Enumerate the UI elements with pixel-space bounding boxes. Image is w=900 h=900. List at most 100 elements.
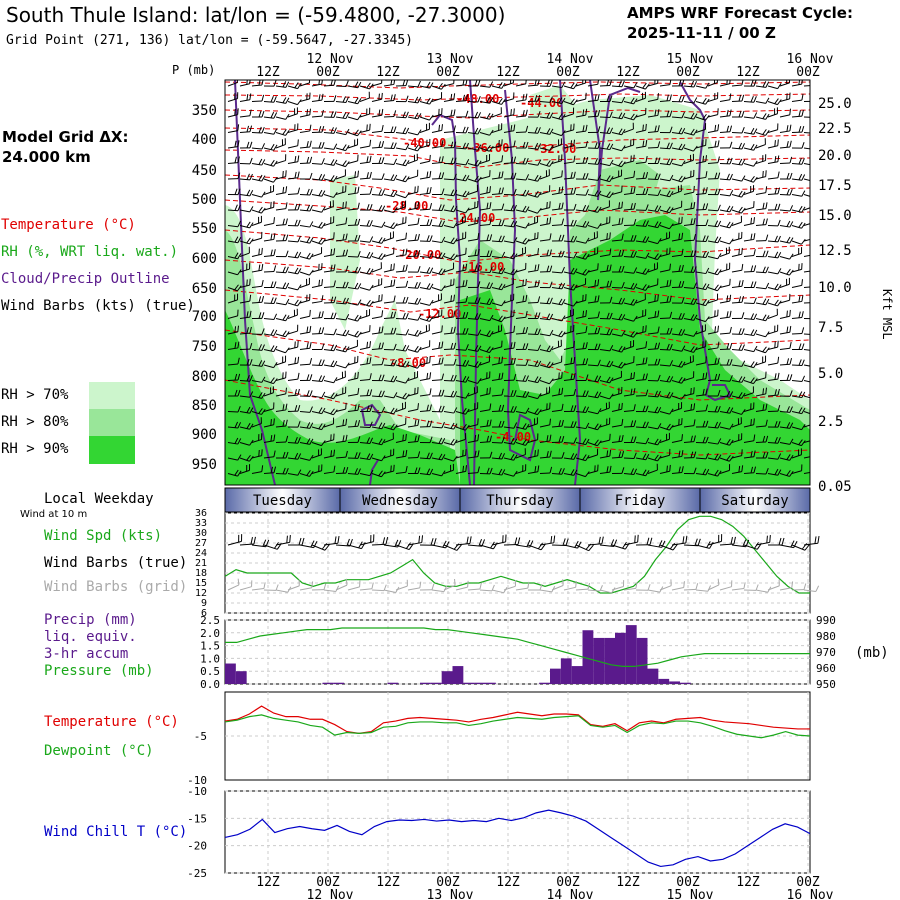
wind-barb xyxy=(383,80,396,87)
wind-barb-shaft xyxy=(275,101,286,104)
precip-legend-1: Precip (mm) xyxy=(44,612,137,628)
wind-barb-flag xyxy=(417,298,422,305)
wind-barb xyxy=(407,233,420,242)
wind-barb-shaft xyxy=(275,192,286,195)
wind-barb xyxy=(299,470,314,477)
wind-barb-shaft xyxy=(419,116,430,121)
wind-barb-flag xyxy=(369,83,374,90)
wind-barb-shaft xyxy=(371,473,382,478)
wind-barb-flag xyxy=(429,420,433,427)
wind-barb-flag xyxy=(405,248,408,256)
wind-barb-flag xyxy=(285,347,290,354)
wind-barb-shaft xyxy=(299,411,311,413)
wind-barb-flag xyxy=(285,113,290,120)
wind-barb-flag xyxy=(261,159,266,166)
wind-barb-shaft xyxy=(407,333,418,337)
wind-barb-flag xyxy=(237,389,241,397)
wind-barb xyxy=(407,281,421,289)
wind-barb-flag xyxy=(405,216,407,223)
wind-barb-shaft xyxy=(575,363,587,366)
wind-barb-shaft xyxy=(359,177,371,180)
wind-barb-shaft xyxy=(347,256,359,258)
kft-axis-title: Kft MSL xyxy=(880,289,894,340)
wind-barb xyxy=(419,436,433,444)
wind-barb xyxy=(359,91,370,102)
wind-barb-flag xyxy=(282,356,284,363)
wind-barb-shaft xyxy=(227,240,238,244)
wind-barb-shaft xyxy=(251,364,262,367)
wind-barb-flag xyxy=(345,362,350,369)
wind-barb xyxy=(371,422,386,430)
wind-barb xyxy=(227,373,241,381)
cycle-value: 2025-11-11 / 00 Z xyxy=(627,24,776,42)
wind-barb-shaft xyxy=(371,240,382,244)
wind-barb-flag xyxy=(321,222,326,229)
wind-barb xyxy=(275,355,287,366)
wind-barb-flag xyxy=(270,95,274,103)
wind-barb-flag xyxy=(306,156,310,164)
wind-barb-shaft xyxy=(287,378,298,381)
wind-barb xyxy=(359,469,374,477)
wind-barb-shaft xyxy=(263,392,274,397)
wind-barb-flag xyxy=(321,93,324,101)
wind-barb xyxy=(419,388,432,397)
wind-barb-flag xyxy=(309,374,313,381)
wind-barb-flag xyxy=(428,324,430,331)
wind-barb xyxy=(311,125,325,133)
wind-barb-flag xyxy=(417,362,422,369)
wind-barb-flag xyxy=(282,129,287,135)
wind-barb xyxy=(287,356,300,366)
wind-barb-shaft xyxy=(395,395,406,400)
wind-barb-flag xyxy=(318,465,320,472)
wind-barb xyxy=(227,293,239,304)
wind-barb-shaft xyxy=(719,131,731,133)
wind-barb-flag xyxy=(369,325,371,332)
wind-barb-shaft xyxy=(251,471,262,474)
wind-barb-shaft xyxy=(383,253,394,257)
wind-barb-shaft xyxy=(395,407,406,412)
wind-barb-shaft xyxy=(275,160,286,164)
wind-barb-flag xyxy=(378,93,380,100)
wind-barb-shaft xyxy=(419,192,430,195)
wind-barb-shaft xyxy=(299,426,310,429)
wind-barb-flag xyxy=(369,405,373,412)
wind-barb xyxy=(419,315,434,322)
wind-barb xyxy=(275,435,289,443)
wind-barb-shaft xyxy=(251,301,263,304)
wind-barb-flag xyxy=(273,144,278,151)
wind-barb-flag xyxy=(393,110,397,117)
wind-barb-shaft xyxy=(275,302,286,306)
wind-barb-flag xyxy=(390,232,392,239)
wind-barb xyxy=(371,438,386,446)
wind-barb xyxy=(299,454,314,461)
wind-barb-flag xyxy=(357,299,362,306)
wind-barb-shaft xyxy=(335,207,346,211)
wind-barb-shaft xyxy=(263,116,274,119)
wind-barb-flag xyxy=(318,449,320,456)
wind-barb xyxy=(299,309,311,319)
wind-barb xyxy=(395,80,409,87)
wind-barb-flag xyxy=(294,389,297,396)
wind-barb xyxy=(407,217,420,226)
wind-barb-flag xyxy=(285,355,287,362)
weekday-label: Saturday xyxy=(721,493,788,509)
wind-barb xyxy=(335,345,350,353)
pressure-level-label: 750 xyxy=(192,339,217,355)
wind-barb-flag xyxy=(357,283,362,290)
wind-barb-shaft xyxy=(359,314,370,319)
wind-barb-shaft xyxy=(299,363,311,366)
wind-barb-flag xyxy=(357,186,360,194)
wind-barb xyxy=(419,170,432,180)
wind-barb-flag xyxy=(357,267,362,274)
wind-barb-flag xyxy=(297,388,300,396)
wind-barb-shaft xyxy=(707,379,719,381)
wind-barb-flag xyxy=(405,449,408,457)
wind-barb-flag xyxy=(429,170,432,178)
wind-barb-shaft xyxy=(455,100,467,102)
wind-barb-flag xyxy=(429,114,434,121)
wind-barb xyxy=(299,156,313,164)
rh80-swatch xyxy=(89,409,135,436)
wind-barb-shaft xyxy=(323,395,334,400)
wind-barb-shaft xyxy=(299,347,310,350)
wind-barb xyxy=(275,113,290,120)
